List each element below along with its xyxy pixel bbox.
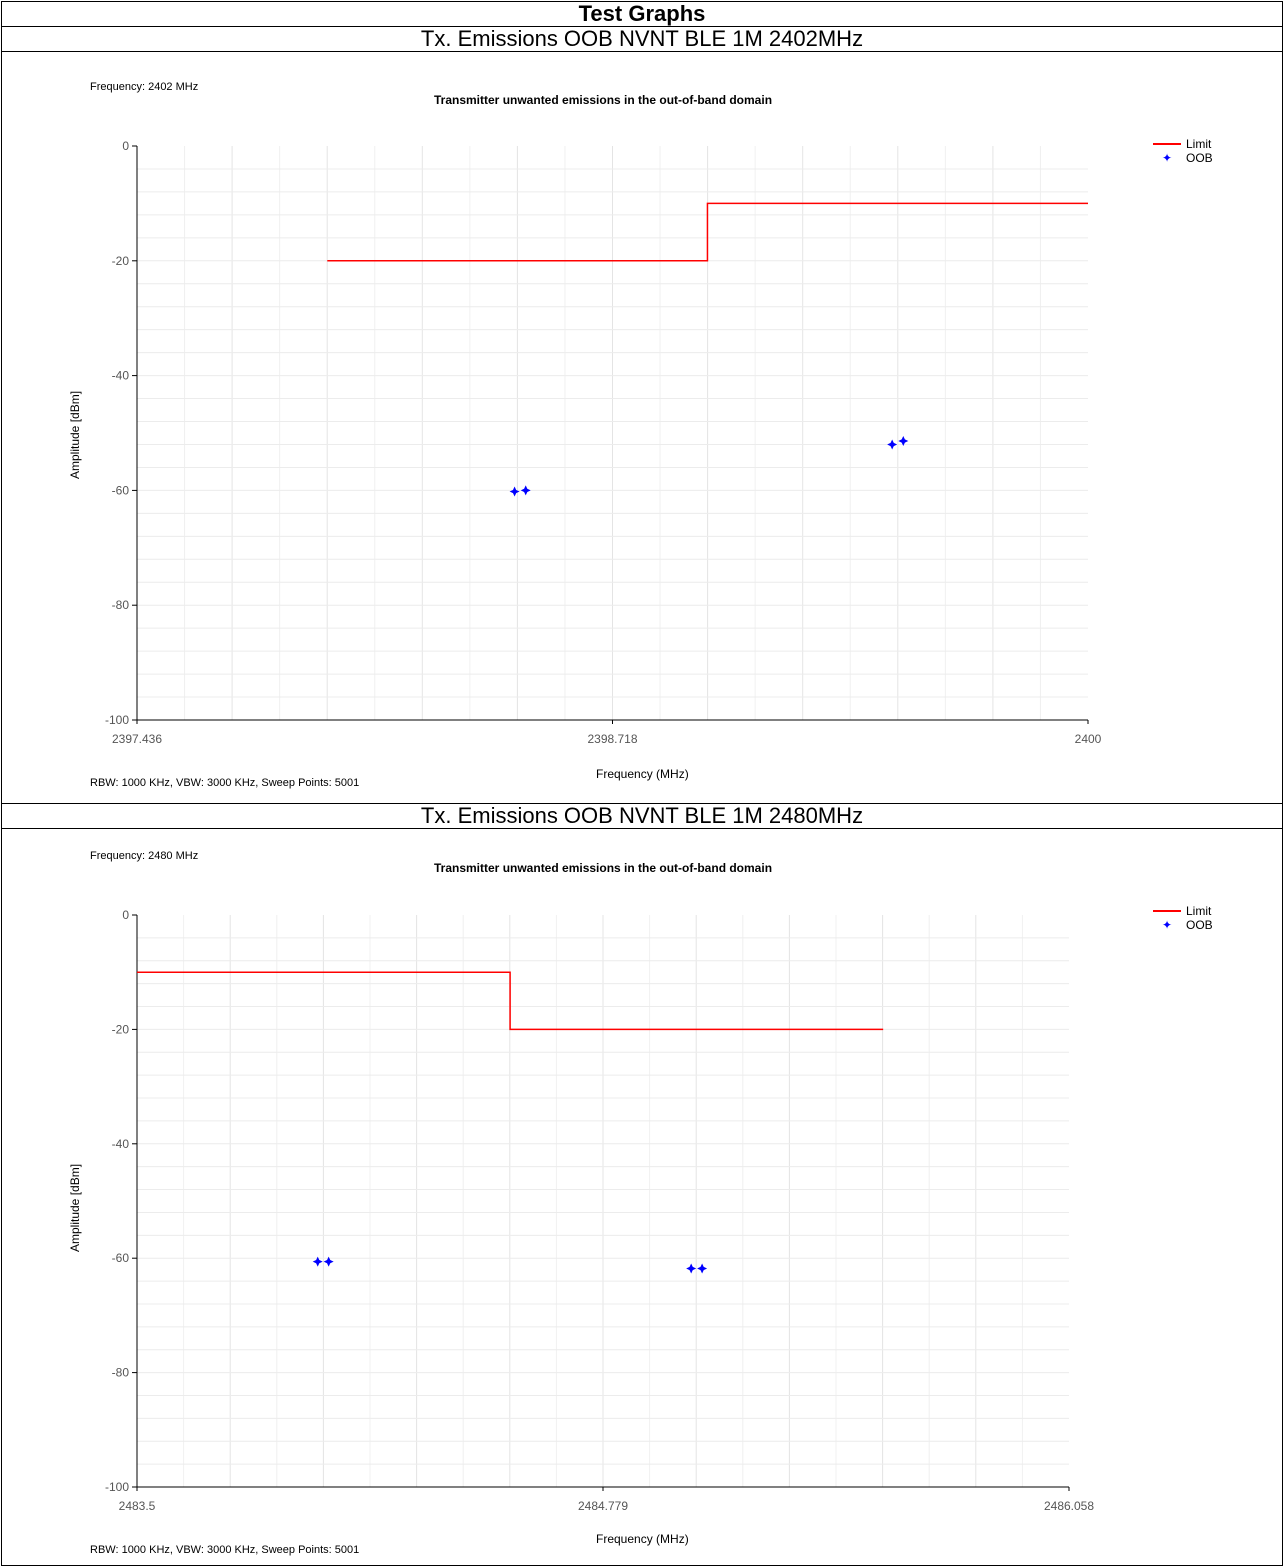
plot-title: Transmitter unwanted emissions in the ou…: [434, 861, 773, 875]
chart-panel-2480: Frequency: 2480 MHz Transmitter unwanted…: [1, 828, 1283, 1566]
legend-item-oob: ✦ OOB: [1152, 151, 1213, 165]
oob-point: [509, 486, 520, 497]
y-tick-label: 0: [122, 139, 129, 153]
legend-item-limit: Limit: [1152, 904, 1213, 918]
limit-line-swatch: [1153, 143, 1181, 145]
oob-point: [887, 439, 898, 450]
y-tick-label: -100: [105, 1480, 129, 1494]
chart-heading-2402: Tx. Emissions OOB NVNT BLE 1M 2402MHz: [1, 26, 1283, 52]
y-tick-label: 0: [122, 908, 129, 922]
y-tick-label: -100: [105, 713, 129, 727]
oob-marker-swatch: ✦: [1161, 151, 1173, 165]
rbw-note: RBW: 1000 KHz, VBW: 3000 KHz, Sweep Poin…: [90, 1544, 360, 1556]
oob-point: [898, 436, 909, 447]
legend: Limit ✦ OOB: [1152, 137, 1213, 165]
x-tick-label: 2400: [1075, 732, 1102, 746]
x-tick-label: 2483.5: [119, 1499, 156, 1513]
y-tick-label: -60: [112, 1251, 130, 1265]
legend-label-limit: Limit: [1186, 137, 1212, 151]
frequency-note: Frequency: 2480 MHz: [90, 850, 199, 862]
legend-label-limit: Limit: [1186, 904, 1212, 918]
oob-point: [686, 1263, 697, 1274]
limit-line: [327, 202, 1088, 262]
y-tick-label: -40: [112, 1137, 130, 1151]
legend-item-limit: Limit: [1152, 137, 1213, 151]
x-tick-label: 2397.436: [112, 732, 162, 746]
x-tick-label: 2484.779: [578, 1499, 628, 1513]
y-tick-label: -20: [112, 254, 130, 268]
legend-label-oob: OOB: [1186, 918, 1213, 932]
oob-point: [697, 1263, 708, 1274]
x-tick-label: 2486.058: [1044, 1499, 1094, 1513]
x-axis-label: Frequency (MHz): [596, 1532, 689, 1546]
x-axis-label: Frequency (MHz): [596, 767, 689, 781]
legend-label-oob: OOB: [1186, 151, 1213, 165]
page-title: Test Graphs: [1, 1, 1283, 27]
chart-heading-2480: Tx. Emissions OOB NVNT BLE 1M 2480MHz: [1, 803, 1283, 829]
plot-title: Transmitter unwanted emissions in the ou…: [434, 93, 773, 107]
x-tick-label: 2398.718: [587, 732, 637, 746]
limit-line-swatch: [1153, 910, 1181, 912]
chart-svg-2480: 0 -20 -40 -60 -80 -100 2483.5 2484.779 2486.058: [105, 908, 1094, 1513]
oob-point: [520, 485, 531, 496]
oob-point: [312, 1256, 323, 1267]
rbw-note: RBW: 1000 KHz, VBW: 3000 KHz, Sweep Poin…: [90, 777, 360, 789]
frequency-note: Frequency: 2402 MHz: [90, 81, 199, 93]
y-tick-label: -40: [112, 369, 130, 383]
chart-panel-2402: Frequency: 2402 MHz Transmitter unwanted…: [1, 51, 1283, 803]
y-tick-label: -60: [112, 483, 130, 497]
y-tick-label: -80: [112, 1366, 130, 1380]
limit-line: [137, 971, 884, 1031]
oob-point: [323, 1256, 334, 1267]
legend: Limit ✦ OOB: [1152, 904, 1213, 932]
y-tick-label: -80: [112, 598, 130, 612]
legend-item-oob: ✦ OOB: [1152, 918, 1213, 932]
y-tick-label: -20: [112, 1022, 130, 1036]
oob-marker-swatch: ✦: [1161, 918, 1173, 932]
chart-svg-2402: 0 -20 -40 -60 -80 -100 2397.436 2398.718 2400: [105, 139, 1102, 746]
